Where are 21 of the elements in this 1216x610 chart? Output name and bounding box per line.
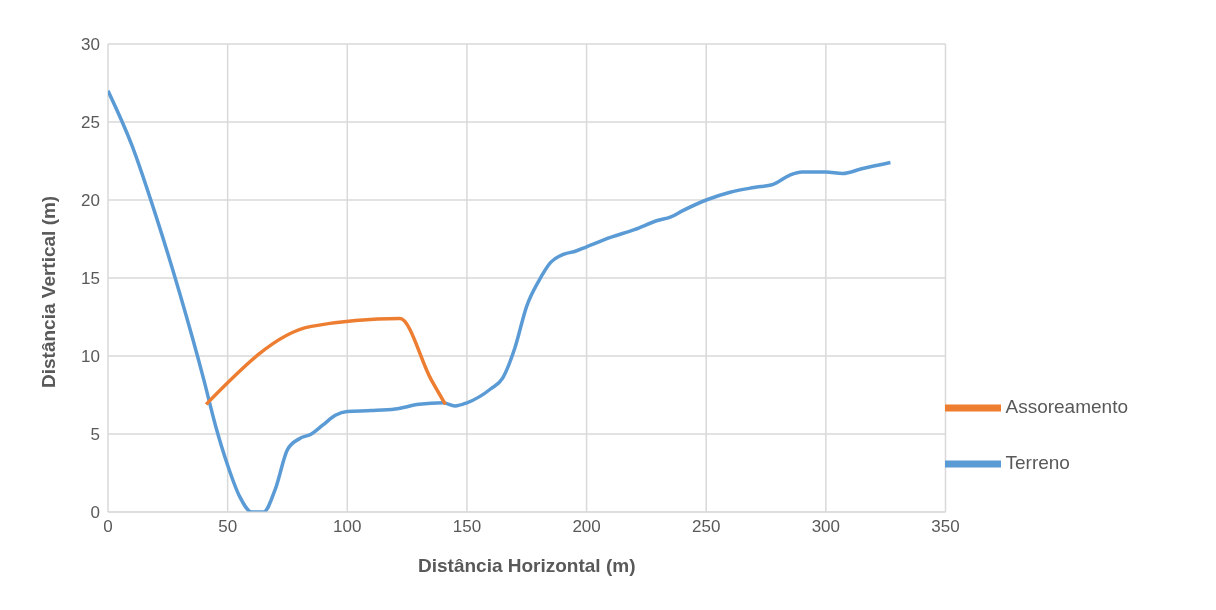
x-tick-label: 250 [692,517,721,537]
x-tick-label: 0 [103,517,113,537]
x-tick-label: 200 [572,517,601,537]
y-tick-label: 25 [81,113,100,133]
y-tick-label: 5 [90,425,100,445]
y-tick-label: 15 [81,269,100,289]
line-series [108,89,893,512]
x-axis-title: Distância Horizontal (m) [418,555,636,576]
y-axis-title: Distância Vertical (m) [37,195,59,388]
legend-label: Assoreamento [1005,396,1128,418]
legend-label: Terreno [1005,452,1070,474]
y-tick-label: 0 [90,503,100,523]
x-tick-label: 300 [811,517,841,537]
y-tick-label: 20 [81,191,100,211]
x-tick-label: 100 [333,517,362,537]
y-tick-label: 30 [81,35,100,55]
x-tick-label: 350 [931,517,960,537]
x-tick-label: 50 [218,517,238,537]
line-series [204,316,448,407]
y-tick-label: 10 [81,347,100,367]
x-tick-label: 150 [452,517,482,537]
